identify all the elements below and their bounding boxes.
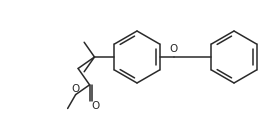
- Text: O: O: [169, 44, 178, 55]
- Text: O: O: [72, 84, 80, 94]
- Text: O: O: [91, 101, 99, 111]
